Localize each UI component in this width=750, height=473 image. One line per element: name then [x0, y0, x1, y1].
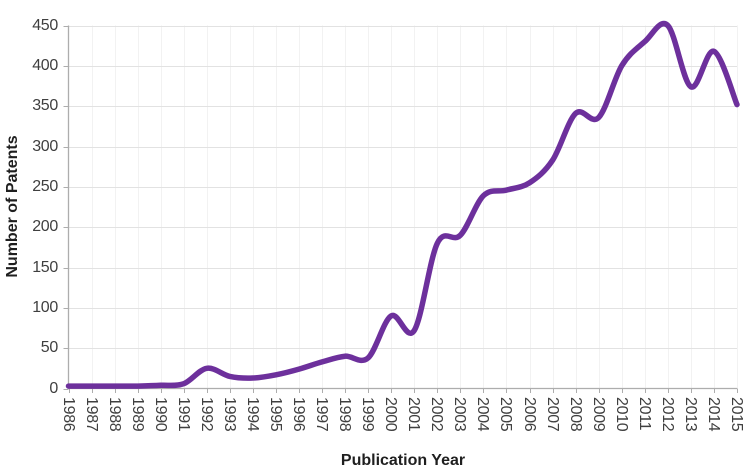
x-tick-label: 1996	[290, 397, 308, 432]
x-tick-label: 1992	[197, 397, 215, 432]
x-tick-label: 2009	[589, 397, 607, 432]
y-tick-label: 150	[32, 258, 58, 276]
x-tick-label: 1988	[105, 397, 123, 432]
x-tick-label: 2007	[543, 397, 561, 432]
x-tick-label: 2000	[382, 397, 400, 432]
x-tick-label: 2008	[566, 397, 584, 432]
x-tick-label: 2012	[658, 397, 676, 432]
x-tick-label: 1990	[151, 397, 169, 432]
y-tick-label: 200	[32, 218, 58, 236]
x-tick-label: 1999	[359, 397, 377, 432]
x-tick-label: 1998	[336, 397, 354, 432]
x-tick-label: 1997	[313, 397, 331, 432]
x-axis-title: Publication Year	[340, 452, 466, 469]
x-tick-label: 2004	[474, 397, 492, 432]
x-tick-label: 1995	[266, 397, 284, 432]
x-tick-label: 2001	[405, 397, 423, 432]
x-tick-label: 2015	[728, 397, 745, 432]
x-tick-label: 2006	[520, 397, 538, 432]
y-tick-label: 350	[32, 97, 58, 115]
x-tick-label: 1987	[82, 397, 100, 432]
patents-series-line	[65, 21, 740, 389]
x-tick-label: 1993	[220, 397, 238, 432]
x-tick-label: 2002	[428, 397, 446, 432]
x-tick-label: 2003	[451, 397, 469, 432]
x-tick-label: 2013	[681, 397, 699, 432]
x-tick-label: 2011	[635, 397, 653, 431]
y-tick-label: 100	[32, 298, 58, 316]
x-tick-label: 1991	[174, 397, 192, 432]
x-tick-label: 1994	[243, 397, 261, 432]
y-tick-label: 300	[32, 137, 58, 155]
x-tick-label: 1986	[59, 397, 77, 432]
x-tick-label: 2005	[497, 397, 515, 432]
y-tick-label: 250	[32, 177, 58, 195]
x-tick-label: 1989	[128, 397, 146, 432]
y-tick-label: 400	[32, 56, 58, 74]
x-tick-label: 2014	[704, 397, 722, 432]
y-tick-label: 450	[32, 16, 58, 34]
y-axis-title: Number of Patents	[4, 135, 21, 278]
y-tick-label: 0	[49, 379, 58, 397]
x-tick-label: 2010	[612, 397, 630, 432]
y-tick-label: 50	[40, 339, 59, 357]
